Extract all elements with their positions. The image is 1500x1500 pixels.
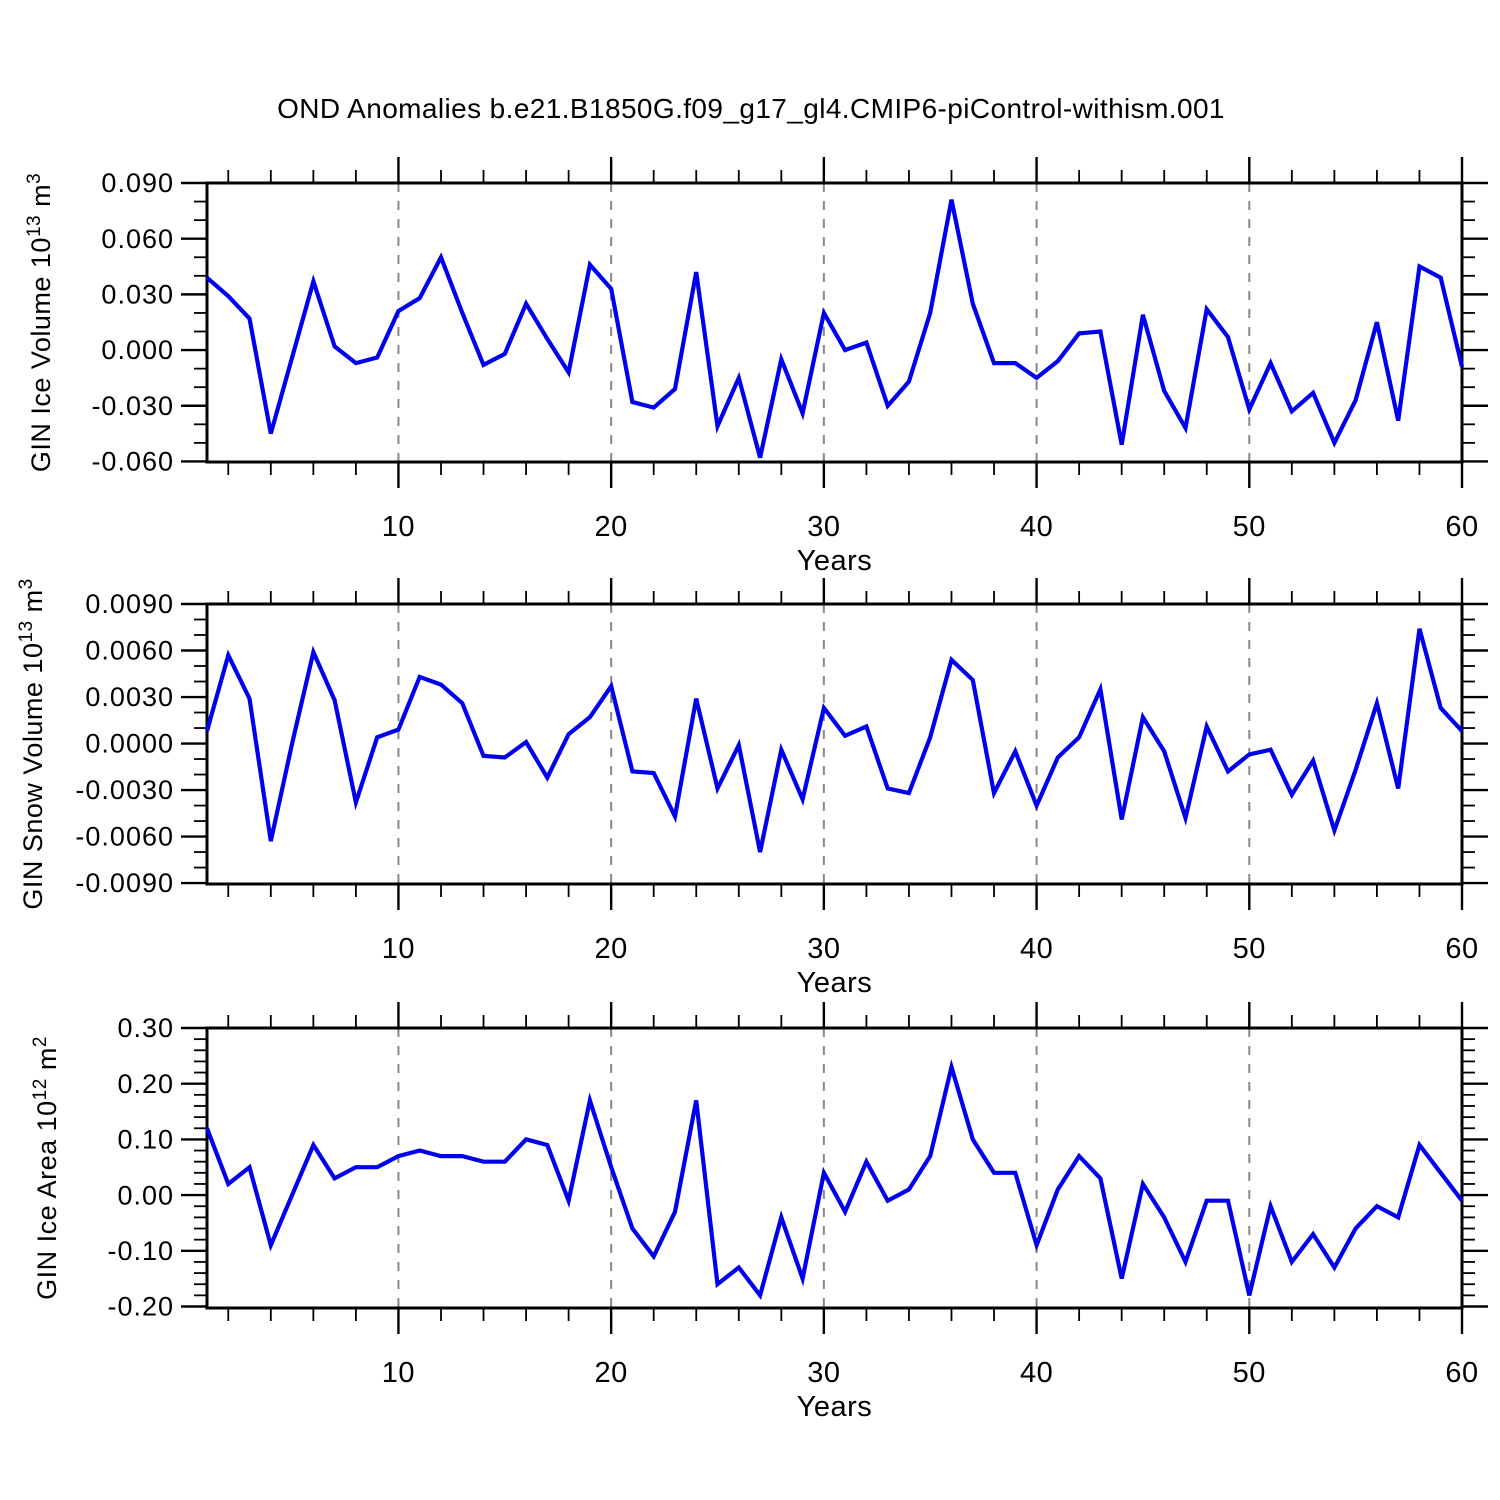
x-axis-title: Years <box>797 545 873 577</box>
x-tick-label: 20 <box>595 511 628 543</box>
y-tick-label: 0.0090 <box>85 589 174 619</box>
x-tick-label: 40 <box>1020 933 1053 965</box>
x-tick-label: 40 <box>1020 1357 1053 1389</box>
x-tick-label: 60 <box>1445 511 1478 543</box>
x-tick-label: 20 <box>595 933 628 965</box>
x-tick-label: 10 <box>382 1357 415 1389</box>
series-line <box>205 1058 1464 1301</box>
y-axis-title: GIN Ice Volume 1013 m3 <box>24 173 56 472</box>
x-tick-label: 50 <box>1233 511 1266 543</box>
x-tick-label: 40 <box>1020 511 1053 543</box>
y-tick-label: 0.20 <box>117 1069 174 1099</box>
y-tick-label: 0.0030 <box>85 682 174 712</box>
panel-2: 10 20 30 40 50 60 0.0090 0.0060 0.0030 0.0000 -0.0… <box>16 578 1488 999</box>
y-tick-label: 0.000 <box>101 335 174 365</box>
y-tick-label: -0.10 <box>107 1236 174 1266</box>
panel-frame <box>205 181 1464 464</box>
x-tick-label: 20 <box>595 1357 628 1389</box>
y-tick-label: -0.0060 <box>75 822 174 852</box>
y-tick-label: -0.0030 <box>75 775 174 805</box>
y-axis-title: GIN Snow Volume 1013 m3 <box>16 578 48 909</box>
y-tick-label: 0.060 <box>101 224 174 254</box>
panel-1: 10 20 30 40 50 60 0.090 0.060 0.030 0.000 -0.030 -0… <box>24 157 1488 577</box>
y-tick-label: -0.0090 <box>75 868 174 898</box>
y-axis-title: GIN Ice Area 1012 m2 <box>30 1036 62 1300</box>
x-tick-label: 30 <box>807 511 840 543</box>
y-tick-label: 0.00 <box>117 1180 174 1210</box>
y-tick-label: 0.030 <box>101 280 174 310</box>
panel-3: 10 20 30 40 50 60 0.30 0.20 0.10 0.00 -0.10 -0.20 Ye… <box>30 1002 1488 1423</box>
figure-title: OND Anomalies b.e21.B1850G.f09_g17_gl4.C… <box>277 93 1225 124</box>
y-tick-label: 0.0000 <box>85 729 174 759</box>
x-tick-label: 10 <box>382 511 415 543</box>
y-tick-label: -0.060 <box>91 447 174 477</box>
series-line <box>204 628 1464 853</box>
x-axis-title: Years <box>797 967 873 999</box>
x-tick-label: 10 <box>382 933 415 965</box>
y-tick-label: 0.090 <box>101 168 174 198</box>
y-tick-label: 0.30 <box>117 1013 174 1043</box>
panel-frame <box>205 1026 1464 1310</box>
x-tick-label: 50 <box>1233 933 1266 965</box>
y-tick-label: -0.20 <box>107 1292 174 1322</box>
y-tick-label: 0.10 <box>117 1125 174 1155</box>
y-tick-label: -0.030 <box>91 391 174 421</box>
y-tick-label: 0.0060 <box>85 636 174 666</box>
panel-frame <box>205 602 1464 886</box>
x-tick-label: 60 <box>1445 1357 1478 1389</box>
x-tick-label: 60 <box>1445 933 1478 965</box>
series-line <box>205 199 1465 459</box>
x-tick-label: 30 <box>807 933 840 965</box>
x-tick-label: 50 <box>1233 1357 1266 1389</box>
x-tick-label: 30 <box>807 1357 840 1389</box>
x-axis-title: Years <box>797 1391 873 1423</box>
